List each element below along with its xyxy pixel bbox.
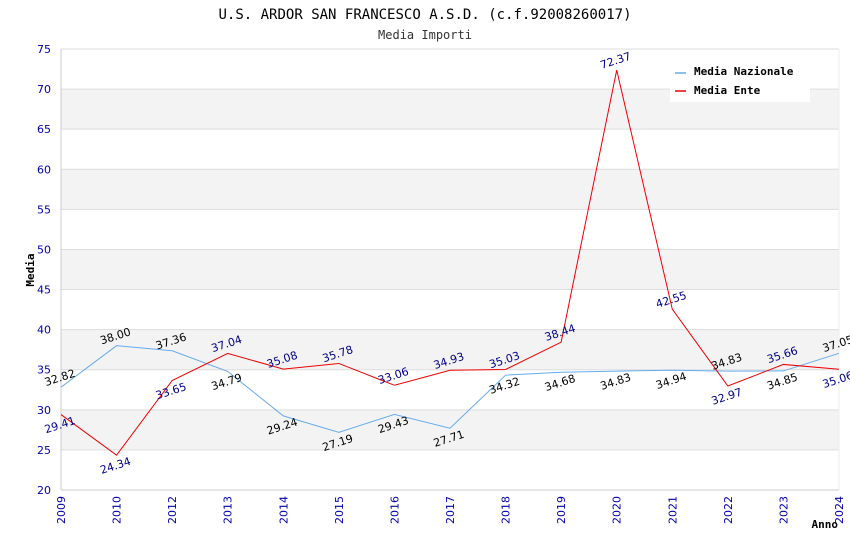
x-tick-label: 2017 xyxy=(444,496,457,524)
x-tick-label: 2012 xyxy=(166,496,179,524)
y-tick-label: 35 xyxy=(37,364,51,377)
y-tick-label: 65 xyxy=(37,123,51,136)
y-tick-label: 45 xyxy=(37,284,51,297)
x-tick-label: 2019 xyxy=(555,496,568,524)
x-tick-label: 2014 xyxy=(277,496,290,524)
y-tick-label: 40 xyxy=(37,324,51,337)
y-tick-label: 60 xyxy=(37,163,51,176)
x-tick-label: 2018 xyxy=(500,496,513,524)
y-tick-label: 30 xyxy=(37,404,51,417)
legend-label-media-nazionale: Media Nazionale xyxy=(694,65,794,78)
series-lines xyxy=(60,69,840,456)
y-tick-label: 20 xyxy=(37,484,51,497)
x-tick-label: 2015 xyxy=(333,496,346,524)
x-tick-label: 2020 xyxy=(611,496,624,524)
grid-band xyxy=(61,329,839,370)
chart-title: U.S. ARDOR SAN FRANCESCO A.S.D. (c.f.920… xyxy=(218,7,631,23)
x-tick-label: 2016 xyxy=(388,496,401,524)
grid-band xyxy=(61,409,839,450)
y-tick-label: 70 xyxy=(37,83,51,96)
series-line-0 xyxy=(60,345,840,433)
chart-subtitle: Media Importi xyxy=(378,28,472,42)
x-tick-label: 2010 xyxy=(111,496,124,524)
x-tick-label: 2023 xyxy=(777,496,790,524)
series-line-1 xyxy=(60,69,840,456)
legend: Media Nazionale Media Ente xyxy=(670,60,810,102)
grid-band xyxy=(61,249,839,290)
x-tick-label: 2009 xyxy=(55,496,68,524)
x-tick-label: 2024 xyxy=(833,496,846,524)
y-tick-labels: 20 25 30 35 40 45 50 55 60 65 70 75 xyxy=(37,43,51,497)
y-tick-label: 75 xyxy=(37,43,51,56)
x-tick-label: 2021 xyxy=(666,496,679,524)
axes xyxy=(60,49,840,491)
y-axis-label: Media xyxy=(24,253,37,286)
x-tick-label: 2013 xyxy=(222,496,235,524)
grid-bands xyxy=(61,89,839,450)
x-axis-label: Anno xyxy=(812,518,839,531)
y-tick-label: 25 xyxy=(37,444,51,457)
x-tick-label: 2022 xyxy=(722,496,735,524)
y-tick-label: 50 xyxy=(37,243,51,256)
legend-box xyxy=(670,60,810,102)
legend-label-media-ente: Media Ente xyxy=(694,84,761,97)
y-tick-label: 55 xyxy=(37,203,51,216)
x-tick-labels: 2009 2010 2012 2013 2014 2015 2016 2017 2018 2019… xyxy=(55,496,846,524)
grid-band xyxy=(61,169,839,210)
